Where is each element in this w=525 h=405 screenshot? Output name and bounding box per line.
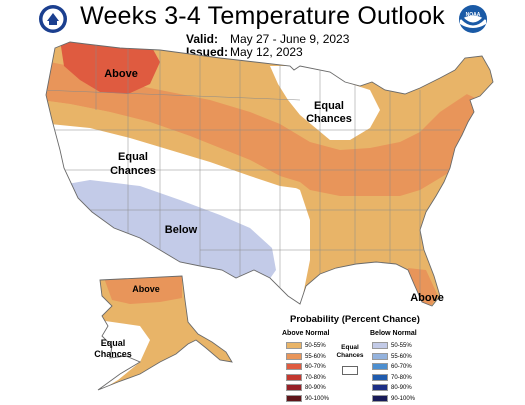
legend-above-normal-heading: Above Normal — [282, 330, 330, 337]
noaa-logo-text: NOAA — [466, 12, 481, 18]
label-above-alaska: Above — [132, 284, 160, 294]
above-55-60-band — [46, 60, 493, 196]
legend-above-label-3: 60-70% — [305, 364, 326, 371]
legend-below-label-3: 60-70% — [391, 364, 412, 371]
legend-above-label-4: 70-80% — [305, 374, 326, 381]
legend-above-label-1: 50-55% — [305, 343, 326, 350]
legend-above-swatch-2 — [286, 352, 302, 360]
legend-below-item-2: 55-60% — [372, 352, 412, 362]
legend-below-item-4: 70-80% — [372, 373, 412, 383]
legend-above-swatch-5 — [286, 384, 302, 391]
alaska-above-55-60 — [104, 276, 182, 304]
legend-below-item-5: 80-90% — [372, 384, 412, 393]
legend-below-label-2: 55-60% — [391, 353, 412, 360]
valid-label: Valid: — [186, 32, 219, 46]
legend-above-label-6: 90-100% — [305, 395, 330, 402]
above-55-60-florida — [408, 268, 438, 306]
legend-above-swatch-4 — [286, 373, 302, 381]
legend-below-label-5: 80-90% — [391, 385, 412, 392]
legend-below-swatch-1 — [372, 342, 388, 349]
legend-below-swatch-6 — [372, 394, 388, 402]
label-below-southwest: Below — [165, 224, 198, 236]
above-50-55-maine — [455, 56, 493, 100]
doc-seal-icon — [39, 5, 67, 33]
label-equal-west-2: Chances — [110, 165, 156, 177]
below-50-55-region — [56, 180, 276, 290]
legend-above-item-3: 60-70% — [286, 363, 326, 372]
label-above-florida: Above — [410, 292, 444, 304]
label-equal-alaska-1: Equal — [101, 338, 126, 348]
label-equal-alaska-2: Chances — [94, 349, 132, 359]
noaa-logo-icon: NOAA — [459, 5, 487, 33]
legend-below-item-1: 50-55% — [372, 342, 412, 351]
legend-above-item-5: 80-90% — [286, 384, 326, 393]
legend-equal-chances-line-1: Equal — [341, 344, 359, 351]
legend-title: Probability (Percent Chance) — [290, 314, 420, 325]
legend-above-swatch-3 — [286, 363, 302, 370]
legend-below-normal-heading: Below Normal — [370, 330, 417, 337]
map-title: Weeks 3-4 Temperature Outlook — [80, 2, 445, 30]
label-equal-great-lakes-2: Chances — [306, 113, 352, 125]
legend-above-item-2: 55-60% — [286, 352, 326, 362]
legend-above-swatch-1 — [286, 342, 302, 349]
legend-above-item-6: 90-100% — [286, 394, 330, 404]
valid-dates: Valid: May 27 - June 9, 2023 — [186, 32, 349, 46]
issued-value: May 12, 2023 — [230, 45, 303, 59]
legend-below-swatch-2 — [372, 352, 388, 360]
valid-value: May 27 - June 9, 2023 — [230, 32, 350, 46]
legend-below-swatch-3 — [372, 363, 388, 370]
legend-below-item-3: 60-70% — [372, 363, 412, 372]
legend-below-label-1: 50-55% — [391, 343, 412, 350]
legend-below-label-4: 70-80% — [391, 374, 412, 381]
legend-above-item-4: 70-80% — [286, 373, 326, 383]
legend-above-item-1: 50-55% — [286, 342, 326, 351]
legend-equal-chances-line-2: Chances — [336, 352, 364, 359]
legend-below-swatch-4 — [372, 373, 388, 381]
legend-above-label-2: 55-60% — [305, 353, 326, 360]
legend-below-label-6: 90-100% — [391, 395, 416, 402]
legend-above-label-5: 80-90% — [305, 385, 326, 392]
label-above-northwest: Above — [104, 68, 138, 80]
label-equal-west-1: Equal — [118, 151, 148, 163]
legend-equal-chances-label: Equal Chances — [335, 344, 365, 360]
issued-date: Issued: May 12, 2023 — [186, 45, 303, 59]
equal-chances-great-lakes-region — [270, 66, 380, 140]
legend-below-item-6: 90-100% — [372, 394, 416, 404]
label-equal-great-lakes-1: Equal — [314, 100, 344, 112]
legend-equal-chances-swatch — [342, 366, 358, 375]
legend-above-swatch-6 — [286, 394, 302, 402]
above-50-55-strip — [46, 100, 310, 190]
above-60-70-northwest — [60, 42, 160, 94]
legend-below-swatch-5 — [372, 384, 388, 391]
